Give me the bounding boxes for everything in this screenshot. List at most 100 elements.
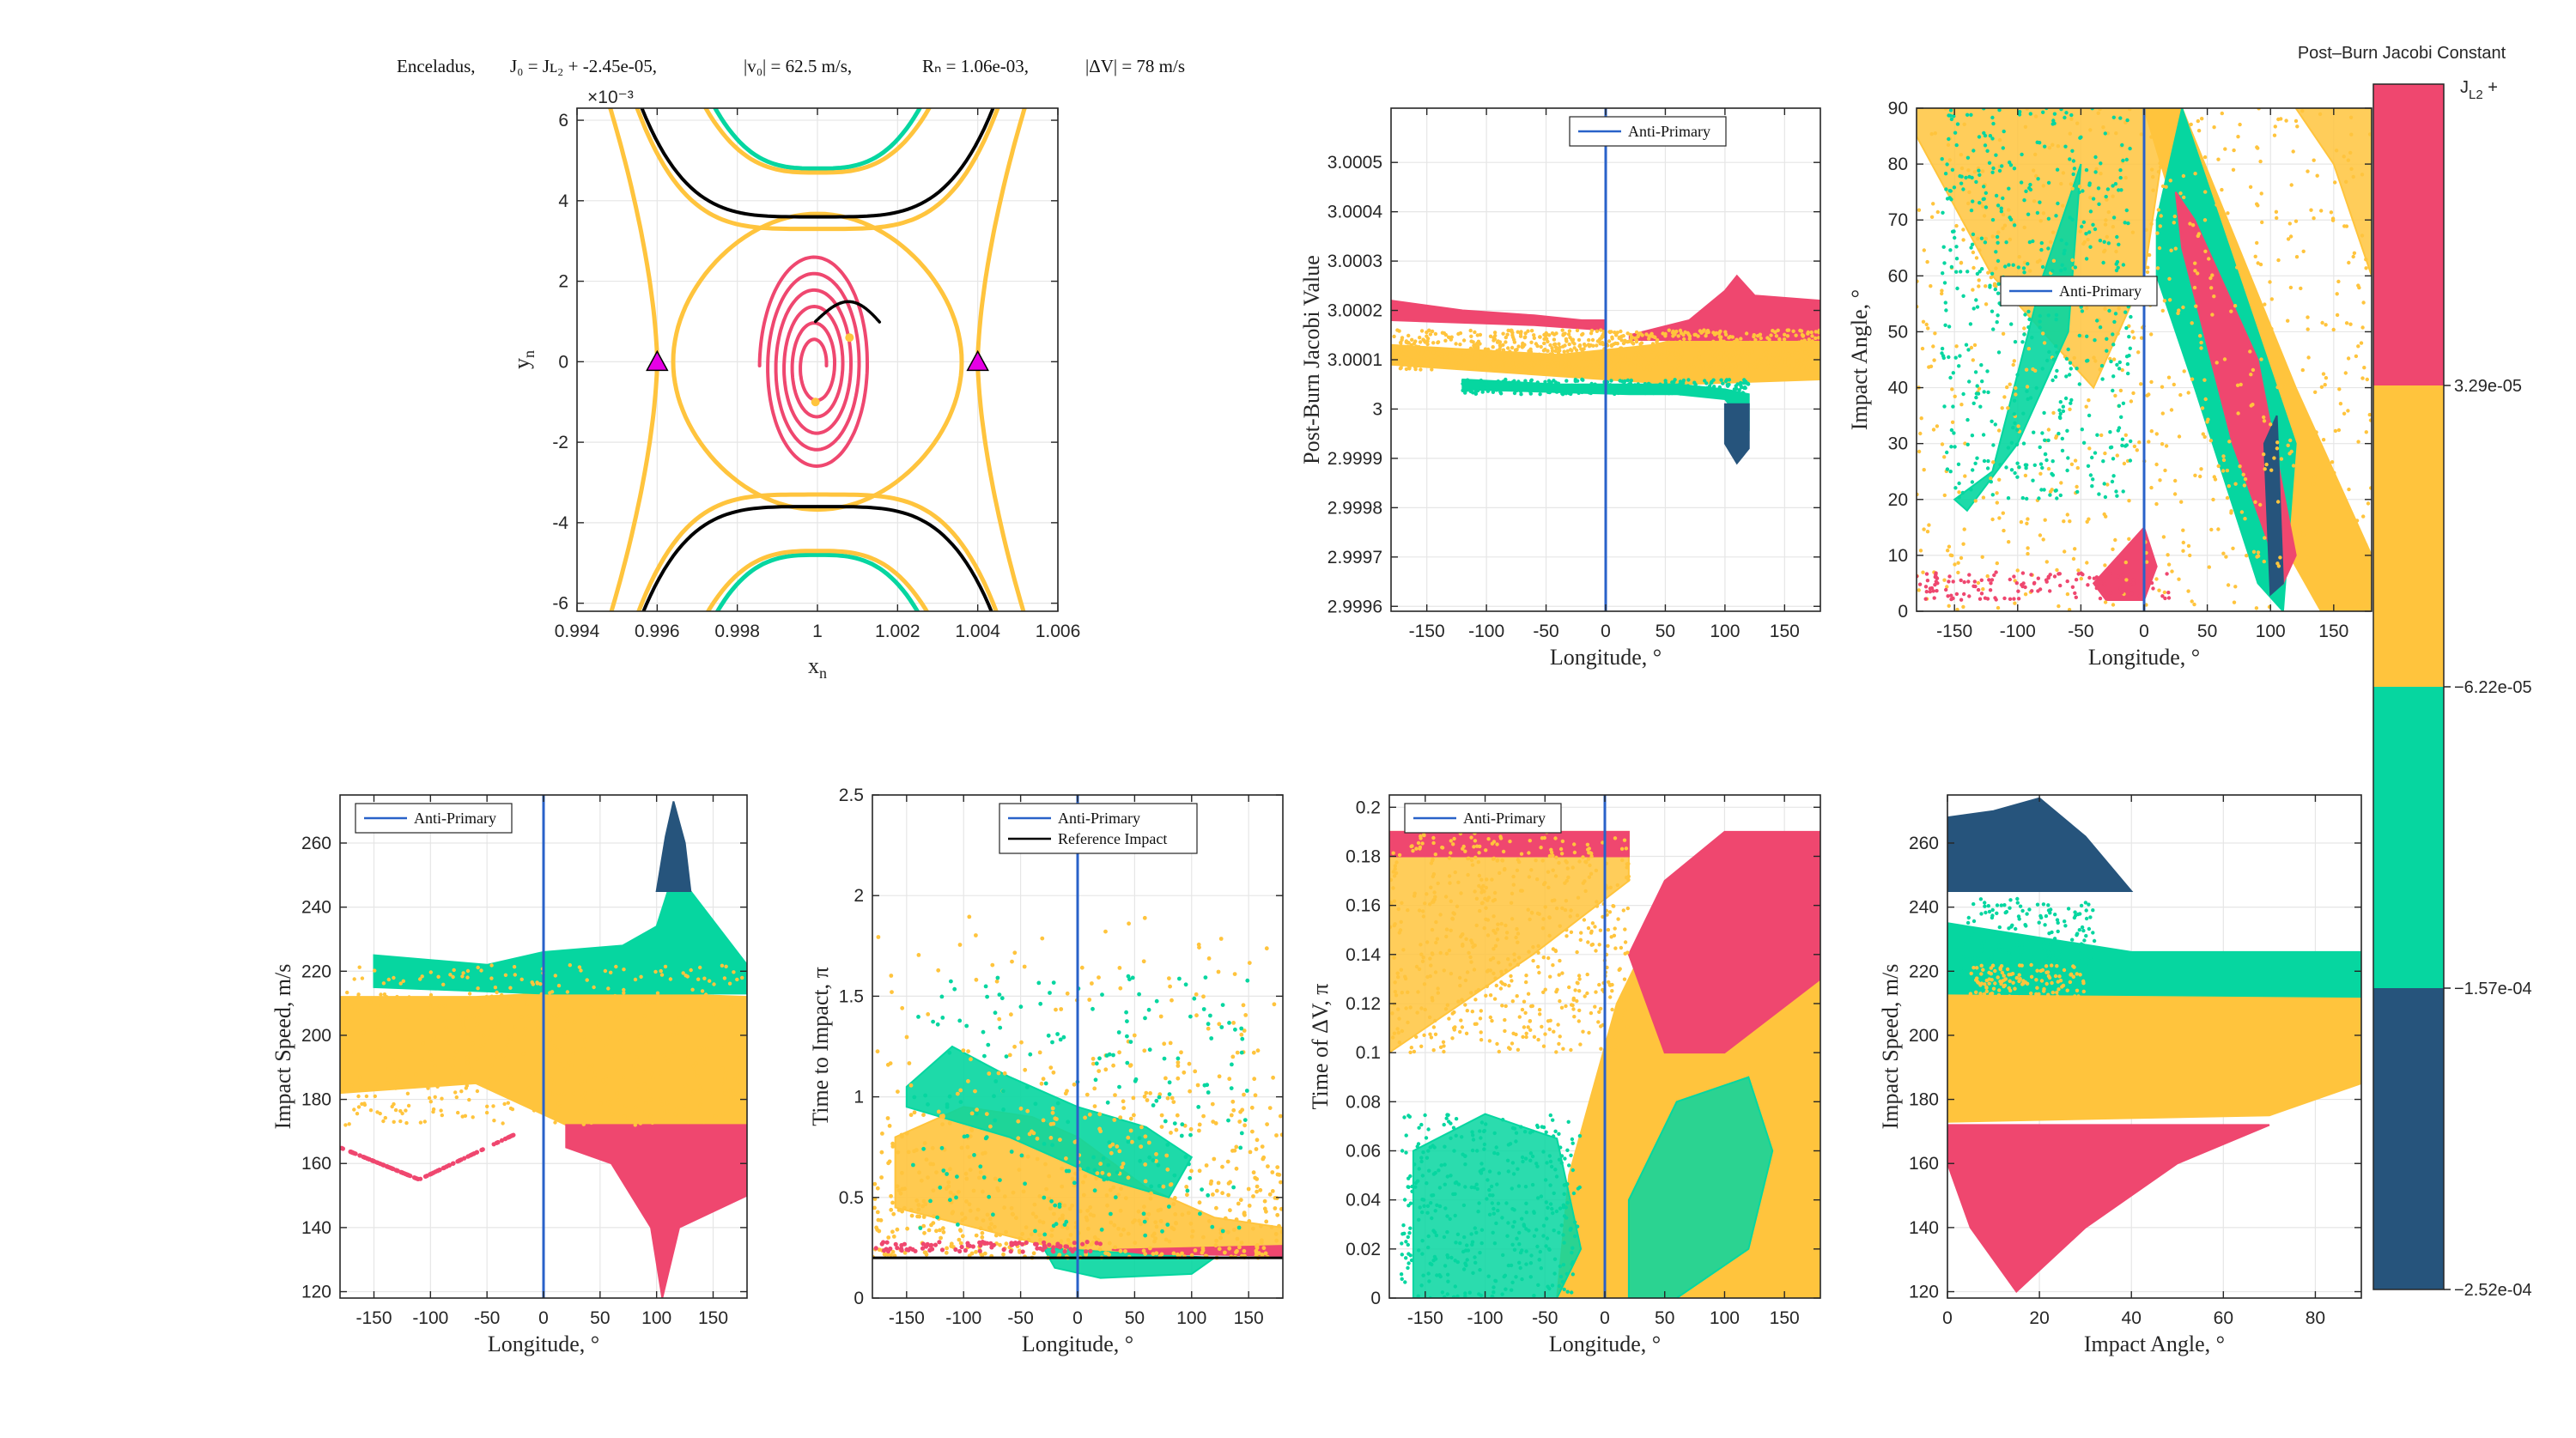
data-point	[2111, 388, 2115, 393]
data-point	[1117, 966, 1122, 970]
data-point	[2220, 111, 2224, 116]
data-point	[1747, 341, 1751, 346]
data-point	[1428, 1032, 1432, 1036]
data-point	[451, 1065, 455, 1070]
data-point	[633, 1105, 638, 1110]
data-point	[2274, 209, 2279, 214]
data-point	[1125, 1060, 1130, 1065]
data-point	[2121, 263, 2126, 267]
data-point	[2084, 232, 2088, 236]
data-point	[1636, 357, 1640, 362]
data-point	[1131, 1095, 1136, 1101]
data-point	[921, 1215, 927, 1219]
data-point	[427, 1083, 432, 1088]
data-point	[2177, 577, 2181, 581]
data-point	[365, 1085, 369, 1089]
data-point	[659, 968, 663, 974]
data-point	[2151, 586, 2155, 591]
data-point	[1625, 989, 1630, 993]
data-point	[1664, 354, 1669, 358]
data-point	[982, 1251, 987, 1256]
data-point	[1999, 209, 2003, 214]
data-point	[989, 1222, 993, 1227]
ticks	[1391, 108, 1820, 611]
data-point	[1762, 361, 1766, 365]
data-point	[2035, 140, 2039, 144]
data-point	[1060, 1184, 1065, 1189]
data-point	[1683, 330, 1687, 335]
data-point	[2366, 501, 2371, 506]
data-point	[1564, 379, 1569, 383]
data-point	[1163, 1237, 1169, 1242]
data-point	[690, 1110, 694, 1115]
data-point	[1985, 573, 1990, 579]
data-point	[496, 1021, 501, 1026]
data-point	[1975, 456, 1979, 460]
data-point	[1988, 588, 1993, 592]
data-point	[2255, 240, 2259, 246]
data-point	[985, 994, 989, 999]
data-point	[1806, 330, 1810, 335]
data-point	[2080, 224, 2084, 229]
data-point	[900, 1134, 904, 1139]
data-point	[622, 991, 626, 995]
data-point	[526, 1073, 532, 1078]
data-point	[1637, 353, 1641, 357]
data-point	[2172, 214, 2177, 219]
data-point	[2176, 311, 2180, 316]
data-point	[1565, 349, 1570, 354]
data-point	[1571, 384, 1577, 389]
data-point	[1055, 1241, 1060, 1247]
data-point	[492, 1119, 496, 1123]
data-point	[2321, 372, 2326, 376]
data-point	[1979, 363, 1984, 367]
data-point	[1473, 839, 1478, 843]
data-point	[2074, 578, 2079, 582]
data-point	[2060, 436, 2064, 441]
data-point	[1398, 357, 1402, 361]
data-point	[714, 1114, 718, 1119]
data-point	[2360, 173, 2365, 177]
data-point	[1237, 1245, 1242, 1250]
data-point	[1564, 391, 1569, 396]
data-point	[1465, 378, 1470, 382]
data-point	[1121, 1106, 1127, 1110]
data-point	[2117, 306, 2121, 311]
data-point	[1037, 1194, 1042, 1198]
data-point	[1935, 581, 1940, 586]
y-tick-label: 30	[1888, 434, 1908, 454]
data-point	[1623, 940, 1628, 944]
data-point	[890, 990, 894, 994]
data-point	[1580, 351, 1585, 355]
data-point	[2324, 323, 2328, 327]
data-point	[476, 986, 480, 991]
data-point	[1485, 969, 1490, 974]
data-point	[1556, 363, 1560, 368]
data-point	[343, 1082, 348, 1086]
data-point	[2203, 397, 2208, 402]
data-point	[1019, 1153, 1024, 1158]
data-point	[2105, 482, 2110, 487]
data-point	[1608, 360, 1613, 364]
data-point	[2167, 124, 2172, 128]
data-point	[2118, 175, 2123, 180]
data-point	[2050, 378, 2055, 383]
data-point	[1558, 846, 1564, 852]
data-point	[1695, 342, 1700, 346]
data-point	[2085, 561, 2089, 565]
data-point	[988, 1228, 993, 1232]
data-point	[1197, 1122, 1202, 1127]
data-point	[571, 1091, 576, 1096]
data-point	[1622, 977, 1627, 981]
data-point	[1555, 347, 1559, 351]
data-point	[1492, 336, 1496, 340]
data-point	[1042, 1195, 1047, 1200]
data-point	[1613, 391, 1617, 397]
data-point	[1608, 367, 1613, 371]
data-point	[2028, 112, 2032, 116]
data-point	[1278, 1113, 1283, 1119]
data-point	[2001, 146, 2005, 150]
data-point	[2319, 209, 2324, 213]
data-point	[2052, 112, 2057, 116]
x-tick-label: 0.994	[555, 622, 600, 641]
